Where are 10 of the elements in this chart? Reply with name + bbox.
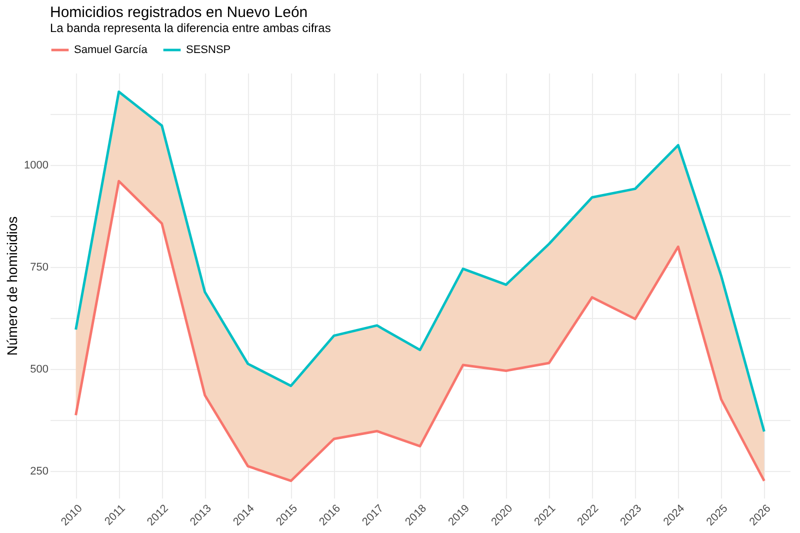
- y-tick-label: 500: [30, 364, 48, 376]
- y-tick-label: 250: [30, 466, 48, 478]
- y-tick-label: 1000: [24, 160, 48, 172]
- legend-label: SESNSP: [186, 44, 231, 56]
- chart-subtitle: La banda representa la diferencia entre ambas cifras: [50, 21, 331, 35]
- legend-label: Samuel García: [74, 44, 148, 56]
- line-series: [74, 180, 766, 482]
- y-tick-label: 750: [30, 262, 48, 274]
- chart-title: Homicidios registrados en Nuevo León: [50, 4, 308, 21]
- y-axis-title: Número de homicidios: [4, 216, 20, 356]
